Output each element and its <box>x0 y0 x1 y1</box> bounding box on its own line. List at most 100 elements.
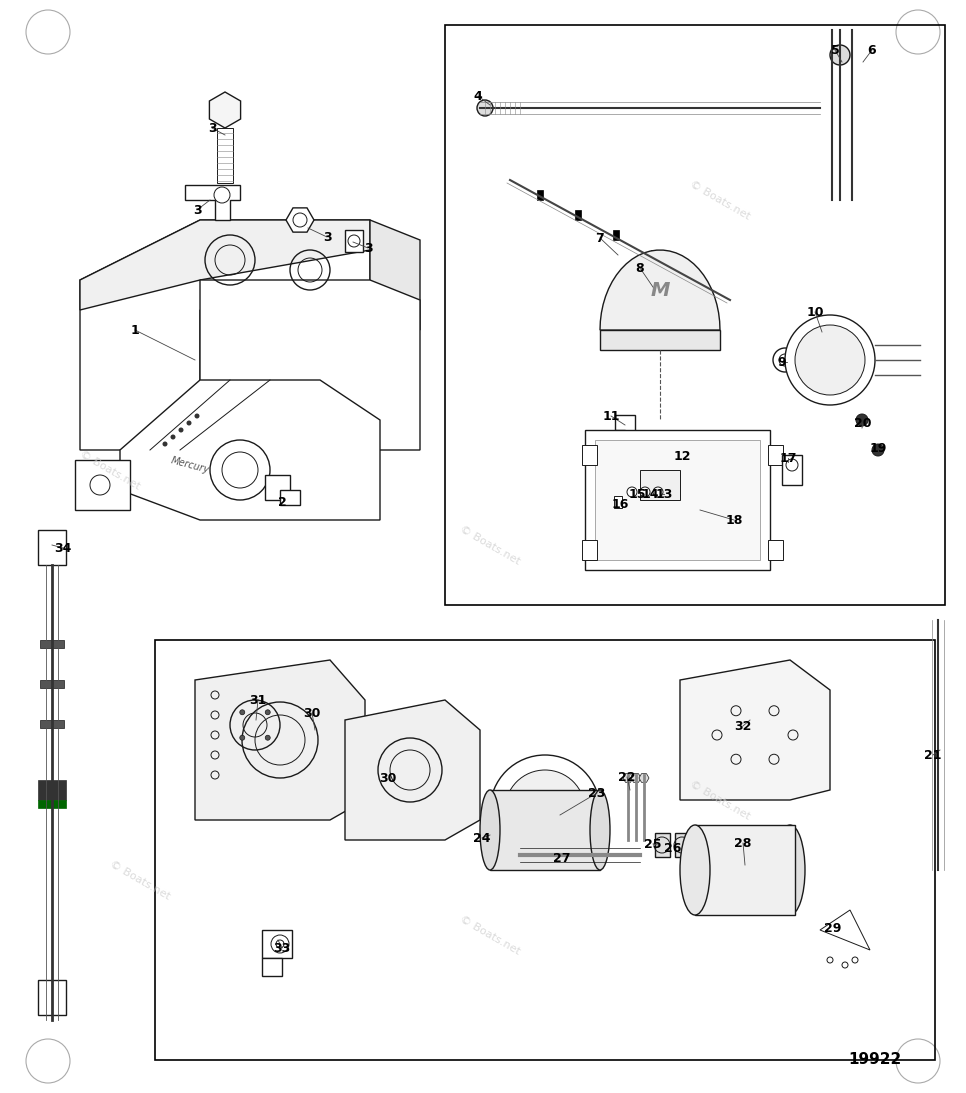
Text: 29: 29 <box>824 921 841 935</box>
Bar <box>262 957 282 976</box>
Text: 12: 12 <box>673 449 691 462</box>
Bar <box>75 460 130 510</box>
Bar <box>675 833 690 857</box>
Polygon shape <box>185 185 240 220</box>
Polygon shape <box>639 774 649 783</box>
Circle shape <box>856 414 868 426</box>
Polygon shape <box>286 208 314 232</box>
Text: © Boats.net: © Boats.net <box>108 859 172 902</box>
Text: 7: 7 <box>596 232 605 245</box>
Text: 13: 13 <box>655 487 672 501</box>
Circle shape <box>240 736 244 740</box>
Circle shape <box>640 487 650 497</box>
Text: 18: 18 <box>725 514 743 527</box>
Text: © Boats.net: © Boats.net <box>688 178 752 221</box>
Text: Mercury: Mercury <box>170 455 211 475</box>
Circle shape <box>171 435 176 439</box>
Bar <box>782 455 802 485</box>
Bar <box>38 800 66 808</box>
Circle shape <box>627 487 637 497</box>
Bar <box>689 270 695 280</box>
Bar <box>613 230 619 240</box>
Bar <box>670 450 688 468</box>
Text: 10: 10 <box>807 306 824 318</box>
Circle shape <box>240 709 244 715</box>
Text: 1: 1 <box>130 324 139 337</box>
Bar <box>217 128 233 183</box>
Text: 19: 19 <box>869 442 887 455</box>
Polygon shape <box>600 250 720 330</box>
Circle shape <box>795 325 865 395</box>
Text: 3: 3 <box>192 203 201 216</box>
Bar <box>768 540 783 560</box>
Polygon shape <box>820 910 870 950</box>
Polygon shape <box>490 790 600 870</box>
Text: 15: 15 <box>628 487 645 501</box>
Bar <box>651 250 657 260</box>
Circle shape <box>785 315 875 406</box>
Text: 5: 5 <box>831 44 839 57</box>
Circle shape <box>162 442 167 447</box>
Text: 30: 30 <box>303 706 321 719</box>
Bar <box>40 640 64 648</box>
Circle shape <box>490 755 600 865</box>
Text: 19922: 19922 <box>848 1053 901 1068</box>
Circle shape <box>477 99 493 116</box>
Circle shape <box>842 962 848 968</box>
Text: © Boats.net: © Boats.net <box>458 524 522 566</box>
Bar <box>280 490 300 505</box>
Text: 34: 34 <box>54 541 71 554</box>
Text: 3: 3 <box>323 231 331 244</box>
Text: 25: 25 <box>644 837 662 850</box>
Bar <box>38 780 66 800</box>
Circle shape <box>186 421 191 425</box>
Text: 3: 3 <box>208 121 216 134</box>
Bar <box>768 445 783 465</box>
Bar <box>585 430 770 571</box>
Text: 30: 30 <box>380 772 397 785</box>
Circle shape <box>266 736 270 740</box>
Bar <box>575 210 581 220</box>
Polygon shape <box>631 774 641 783</box>
Circle shape <box>827 957 833 963</box>
Bar <box>537 190 543 200</box>
Polygon shape <box>200 280 420 450</box>
Polygon shape <box>615 415 635 445</box>
Circle shape <box>852 957 858 963</box>
Text: 16: 16 <box>611 497 629 510</box>
Text: 27: 27 <box>554 851 571 865</box>
Text: 17: 17 <box>780 451 797 465</box>
Bar <box>262 930 292 957</box>
Text: © Boats.net: © Boats.net <box>458 914 522 956</box>
Ellipse shape <box>590 790 610 870</box>
Circle shape <box>194 413 200 419</box>
Text: 26: 26 <box>665 842 682 855</box>
Text: 3: 3 <box>363 242 372 255</box>
Text: 9: 9 <box>778 355 786 368</box>
Polygon shape <box>210 92 241 128</box>
Bar <box>582 445 597 465</box>
Bar <box>640 470 680 500</box>
Text: © Boats.net: © Boats.net <box>688 778 752 821</box>
Text: 22: 22 <box>618 771 636 784</box>
Bar <box>582 540 597 560</box>
Bar <box>600 330 720 350</box>
Ellipse shape <box>480 790 500 870</box>
Text: 23: 23 <box>588 787 606 799</box>
Circle shape <box>653 487 663 497</box>
Polygon shape <box>80 220 370 450</box>
Text: 21: 21 <box>924 749 942 762</box>
Polygon shape <box>195 660 365 820</box>
Text: 24: 24 <box>473 832 491 845</box>
Text: 11: 11 <box>602 410 620 423</box>
Text: 20: 20 <box>854 416 871 430</box>
Bar <box>345 230 363 252</box>
Polygon shape <box>120 380 380 520</box>
Text: M: M <box>650 281 669 299</box>
Bar <box>38 980 66 1015</box>
Circle shape <box>872 444 884 456</box>
Text: 32: 32 <box>734 719 752 732</box>
Polygon shape <box>80 220 370 310</box>
Bar <box>695 825 795 915</box>
Bar <box>155 640 935 1060</box>
